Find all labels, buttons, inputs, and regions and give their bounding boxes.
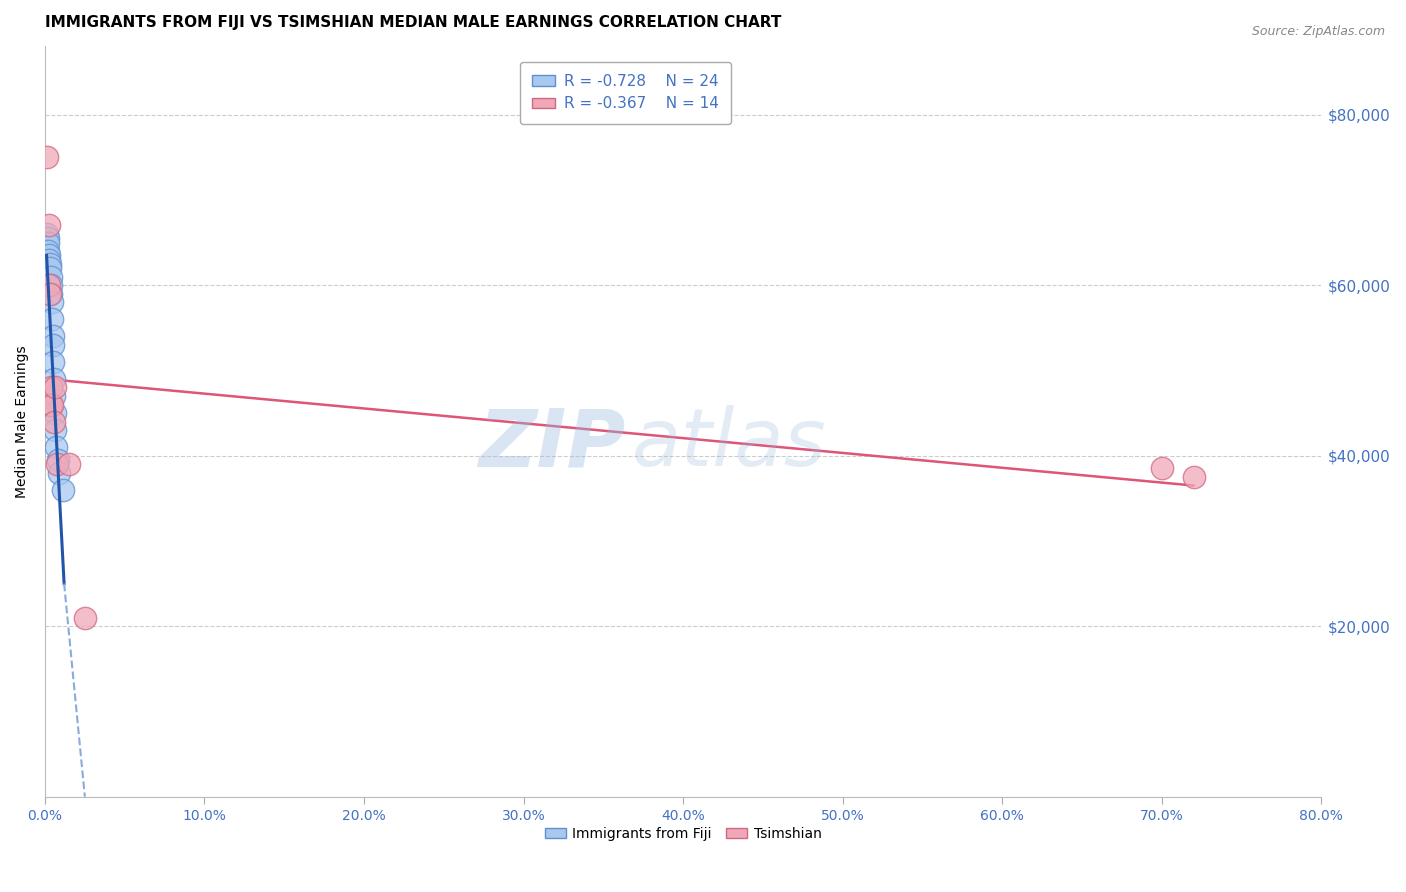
Point [41, 286, 63, 301]
Point [48, 466, 70, 480]
Point [38, 278, 60, 293]
Point [38, 257, 60, 271]
Point [38, 248, 60, 262]
Point [39, 380, 62, 394]
Point [39, 261, 62, 276]
Legend: Immigrants from Fiji, Tsimshian: Immigrants from Fiji, Tsimshian [538, 821, 827, 847]
Text: IMMIGRANTS FROM FIJI VS TSIMSHIAN MEDIAN MALE EARNINGS CORRELATION CHART: IMMIGRANTS FROM FIJI VS TSIMSHIAN MEDIAN… [45, 15, 782, 30]
Point [44, 423, 66, 437]
Point [38, 252, 60, 267]
Point [37, 227, 59, 241]
Point [37, 235, 59, 250]
Point [45, 457, 67, 471]
Point [44, 389, 66, 403]
Point [42, 372, 65, 386]
Point [42, 338, 65, 352]
Text: atlas: atlas [633, 405, 827, 483]
Point [37, 231, 59, 245]
Point [51, 483, 73, 497]
Point [39, 398, 62, 412]
Point [37, 244, 59, 258]
Text: ZIP: ZIP [478, 405, 626, 483]
Point [58, 457, 80, 471]
Point [39, 278, 62, 293]
Point [42, 415, 65, 429]
Point [73, 610, 96, 624]
Point [42, 355, 65, 369]
Point [41, 312, 63, 326]
Point [41, 329, 63, 343]
Point [46, 453, 69, 467]
Point [39, 269, 62, 284]
Point [35, 150, 58, 164]
Point [44, 380, 66, 394]
Point [39, 286, 62, 301]
Point [45, 440, 67, 454]
Point [1150, 461, 1173, 475]
Y-axis label: Median Male Earnings: Median Male Earnings [15, 345, 30, 498]
Point [41, 398, 63, 412]
Text: Source: ZipAtlas.com: Source: ZipAtlas.com [1251, 25, 1385, 38]
Point [1182, 470, 1205, 484]
Point [38, 219, 60, 233]
Point [44, 406, 66, 420]
Point [41, 295, 63, 310]
